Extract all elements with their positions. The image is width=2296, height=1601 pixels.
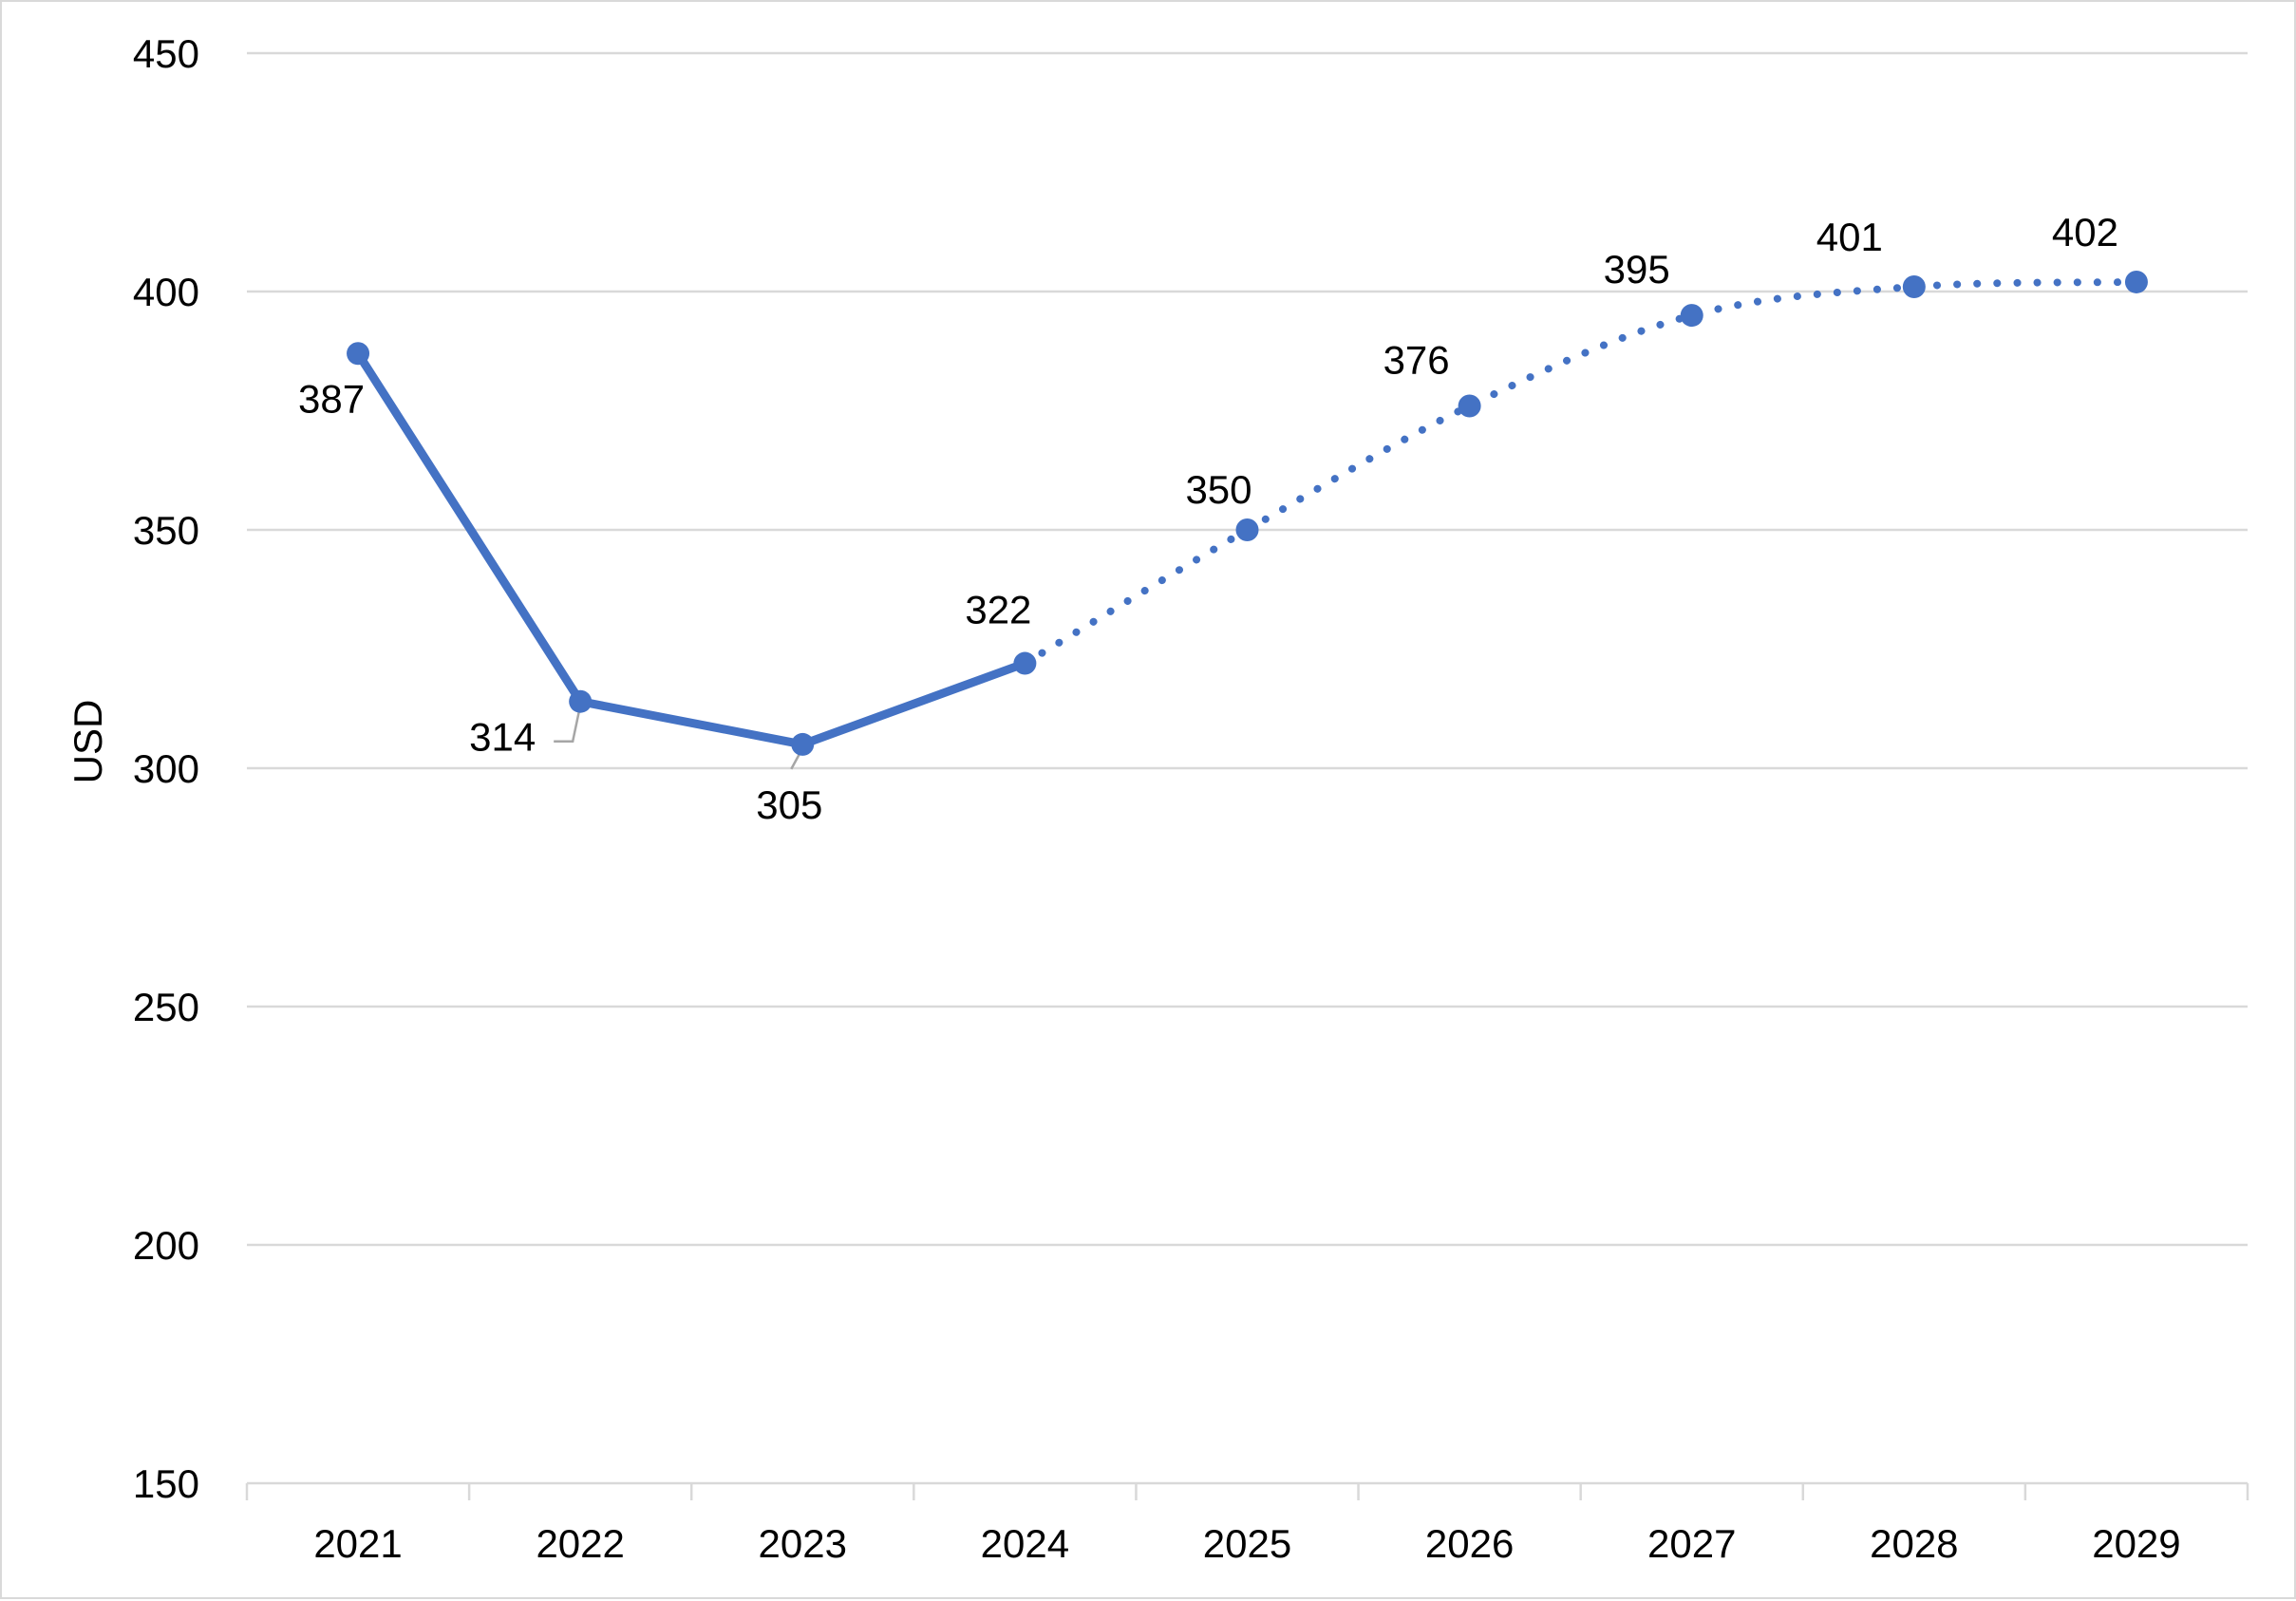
x-tick-label-2021: 2021 — [313, 1521, 402, 1566]
x-tick-label-2029: 2029 — [2092, 1521, 2180, 1566]
x-tick-label-2024: 2024 — [981, 1521, 1069, 1566]
data-label-2029: 402 — [2052, 210, 2118, 254]
data-label-2026: 376 — [1383, 337, 1450, 382]
x-tick-label-2027: 2027 — [1647, 1521, 1736, 1566]
data-label-2023: 305 — [756, 782, 822, 827]
data-label-2025: 350 — [1185, 467, 1252, 512]
series-lines — [353, 277, 2140, 749]
y-tick-label-250: 250 — [133, 985, 199, 1029]
x-axis-tick-labels: 2021 2022 2023 2024 2025 2026 2027 2028 2029 — [313, 1521, 2180, 1566]
data-label-2021: 387 — [298, 376, 365, 421]
series-line-forecast — [1021, 277, 2140, 668]
y-tick-label-400: 400 — [133, 270, 199, 314]
data-point-2022 — [569, 689, 593, 713]
data-point-2025 — [1235, 518, 1259, 541]
data-label-2027: 395 — [1604, 247, 1670, 292]
data-point-2024 — [1013, 651, 1037, 675]
data-point-2026 — [1458, 394, 1481, 418]
data-point-2023 — [791, 732, 815, 756]
data-point-2021 — [347, 342, 370, 366]
y-tick-label-350: 350 — [133, 508, 199, 553]
y-tick-label-200: 200 — [133, 1223, 199, 1268]
gridlines — [247, 51, 2248, 1247]
series-line-actual — [353, 348, 1029, 749]
x-tick-label-2028: 2028 — [1870, 1521, 1958, 1566]
data-label-2022: 314 — [469, 715, 536, 760]
x-tick-label-2023: 2023 — [759, 1521, 847, 1566]
data-label-2024: 322 — [965, 588, 1031, 632]
x-tick-label-2026: 2026 — [1425, 1521, 1514, 1566]
data-labels: 387 314 305 322 350 376 395 401 402 — [298, 210, 2118, 827]
x-axis — [245, 1481, 2249, 1500]
x-tick-label-2025: 2025 — [1203, 1521, 1291, 1566]
x-tick-label-2022: 2022 — [536, 1521, 624, 1566]
leader-line-2022 — [554, 705, 582, 743]
y-tick-label-300: 300 — [133, 746, 199, 791]
y-axis-tick-labels: 150 200 250 300 350 400 450 — [133, 31, 199, 1506]
data-point-2027 — [1680, 304, 1703, 328]
y-tick-label-150: 150 — [133, 1461, 199, 1506]
data-point-2029 — [2124, 270, 2148, 293]
y-axis-title: USD — [66, 700, 110, 784]
series-points — [347, 270, 2148, 756]
y-tick-label-450: 450 — [133, 31, 199, 76]
data-label-2028: 401 — [1816, 215, 1883, 259]
data-point-2028 — [1902, 274, 1926, 298]
